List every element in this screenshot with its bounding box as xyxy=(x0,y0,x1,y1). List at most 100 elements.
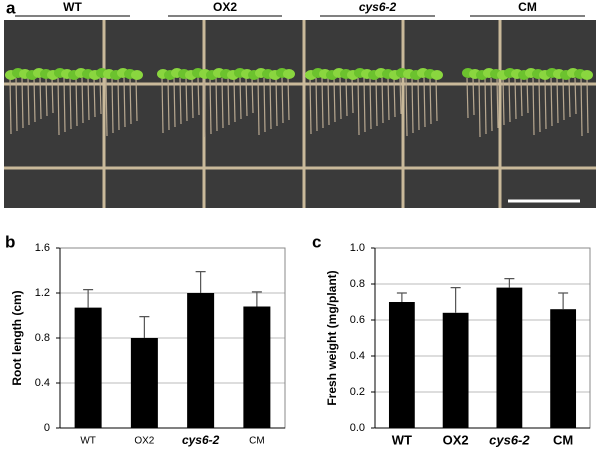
root xyxy=(263,77,266,133)
root xyxy=(105,77,108,137)
error-bar xyxy=(450,287,461,313)
root xyxy=(429,77,432,125)
root xyxy=(315,77,318,132)
root xyxy=(484,77,487,135)
bar xyxy=(74,307,102,428)
root xyxy=(502,77,505,126)
bar xyxy=(388,302,415,428)
root xyxy=(580,77,583,137)
root xyxy=(393,77,396,118)
error-bar xyxy=(139,316,150,338)
x-tick-label: cys6-2 xyxy=(489,432,530,447)
root xyxy=(191,77,194,119)
root xyxy=(45,77,48,117)
bar xyxy=(130,338,158,428)
root xyxy=(215,77,218,132)
root xyxy=(245,77,248,117)
group-label: WT xyxy=(63,0,82,14)
root xyxy=(417,77,420,131)
y-tick-label: 0.8 xyxy=(35,332,50,344)
panel-label: b xyxy=(5,232,15,251)
error-bar xyxy=(558,292,569,310)
root xyxy=(327,77,330,126)
root xyxy=(562,77,565,121)
root xyxy=(496,77,499,129)
root xyxy=(179,77,182,125)
root xyxy=(251,77,254,114)
x-tick-label: OX2 xyxy=(134,436,154,447)
root xyxy=(339,77,342,120)
root xyxy=(357,77,360,136)
root xyxy=(39,77,42,120)
photo-background xyxy=(4,20,596,208)
root xyxy=(351,77,354,114)
root xyxy=(556,77,559,124)
photo xyxy=(4,20,596,208)
root xyxy=(423,77,426,128)
root xyxy=(99,77,102,115)
root xyxy=(9,77,12,135)
root xyxy=(269,77,272,130)
root xyxy=(478,77,481,138)
root xyxy=(227,77,230,126)
root xyxy=(490,77,493,132)
root xyxy=(135,77,138,122)
root xyxy=(466,77,469,119)
root xyxy=(117,77,120,131)
root xyxy=(321,77,324,129)
y-tick-label: 0.8 xyxy=(350,278,365,290)
y-tick-label: 0.2 xyxy=(350,386,365,398)
root xyxy=(375,77,378,127)
group-label: OX2 xyxy=(213,0,237,14)
bar xyxy=(187,293,215,428)
error-bar xyxy=(251,291,262,307)
root xyxy=(257,77,260,136)
y-axis-title: Fresh weight (mg/plant) xyxy=(325,270,339,405)
bar xyxy=(442,312,469,428)
root xyxy=(508,77,511,123)
root xyxy=(574,77,577,115)
root xyxy=(586,77,589,134)
x-tick-label: WT xyxy=(80,436,96,447)
y-tick-label: 0.4 xyxy=(350,350,365,362)
root xyxy=(87,77,90,121)
root xyxy=(173,77,176,128)
root xyxy=(75,77,78,127)
root xyxy=(435,77,438,122)
group-label: CM xyxy=(518,0,537,14)
root xyxy=(387,77,390,121)
y-tick-label: 1.6 xyxy=(35,242,50,254)
root xyxy=(287,77,290,121)
root xyxy=(197,77,200,116)
root xyxy=(333,77,336,123)
x-tick-label: OX2 xyxy=(443,432,469,447)
root xyxy=(33,77,36,123)
root xyxy=(161,77,164,134)
leaf xyxy=(431,70,443,80)
root xyxy=(69,77,72,130)
root xyxy=(15,77,18,132)
bar xyxy=(243,306,271,428)
error-bar xyxy=(83,289,94,308)
root xyxy=(275,77,278,127)
root xyxy=(520,77,523,117)
root xyxy=(233,77,236,123)
panel-label: c xyxy=(312,232,321,251)
x-tick-label: WT xyxy=(392,432,412,447)
y-tick-label: 0.6 xyxy=(350,314,365,326)
error-bar xyxy=(504,278,515,288)
root xyxy=(526,77,529,114)
root xyxy=(399,77,402,115)
root xyxy=(363,77,366,133)
y-axis-title: Root length (cm) xyxy=(10,290,24,385)
y-tick-label: 0.0 xyxy=(350,422,365,434)
bar xyxy=(496,287,523,428)
y-tick-label: 0.4 xyxy=(35,377,50,389)
root xyxy=(203,77,206,138)
root xyxy=(345,77,348,117)
root xyxy=(27,77,30,126)
root xyxy=(405,77,408,137)
y-tick-label: 0 xyxy=(44,422,50,434)
root xyxy=(532,77,535,136)
